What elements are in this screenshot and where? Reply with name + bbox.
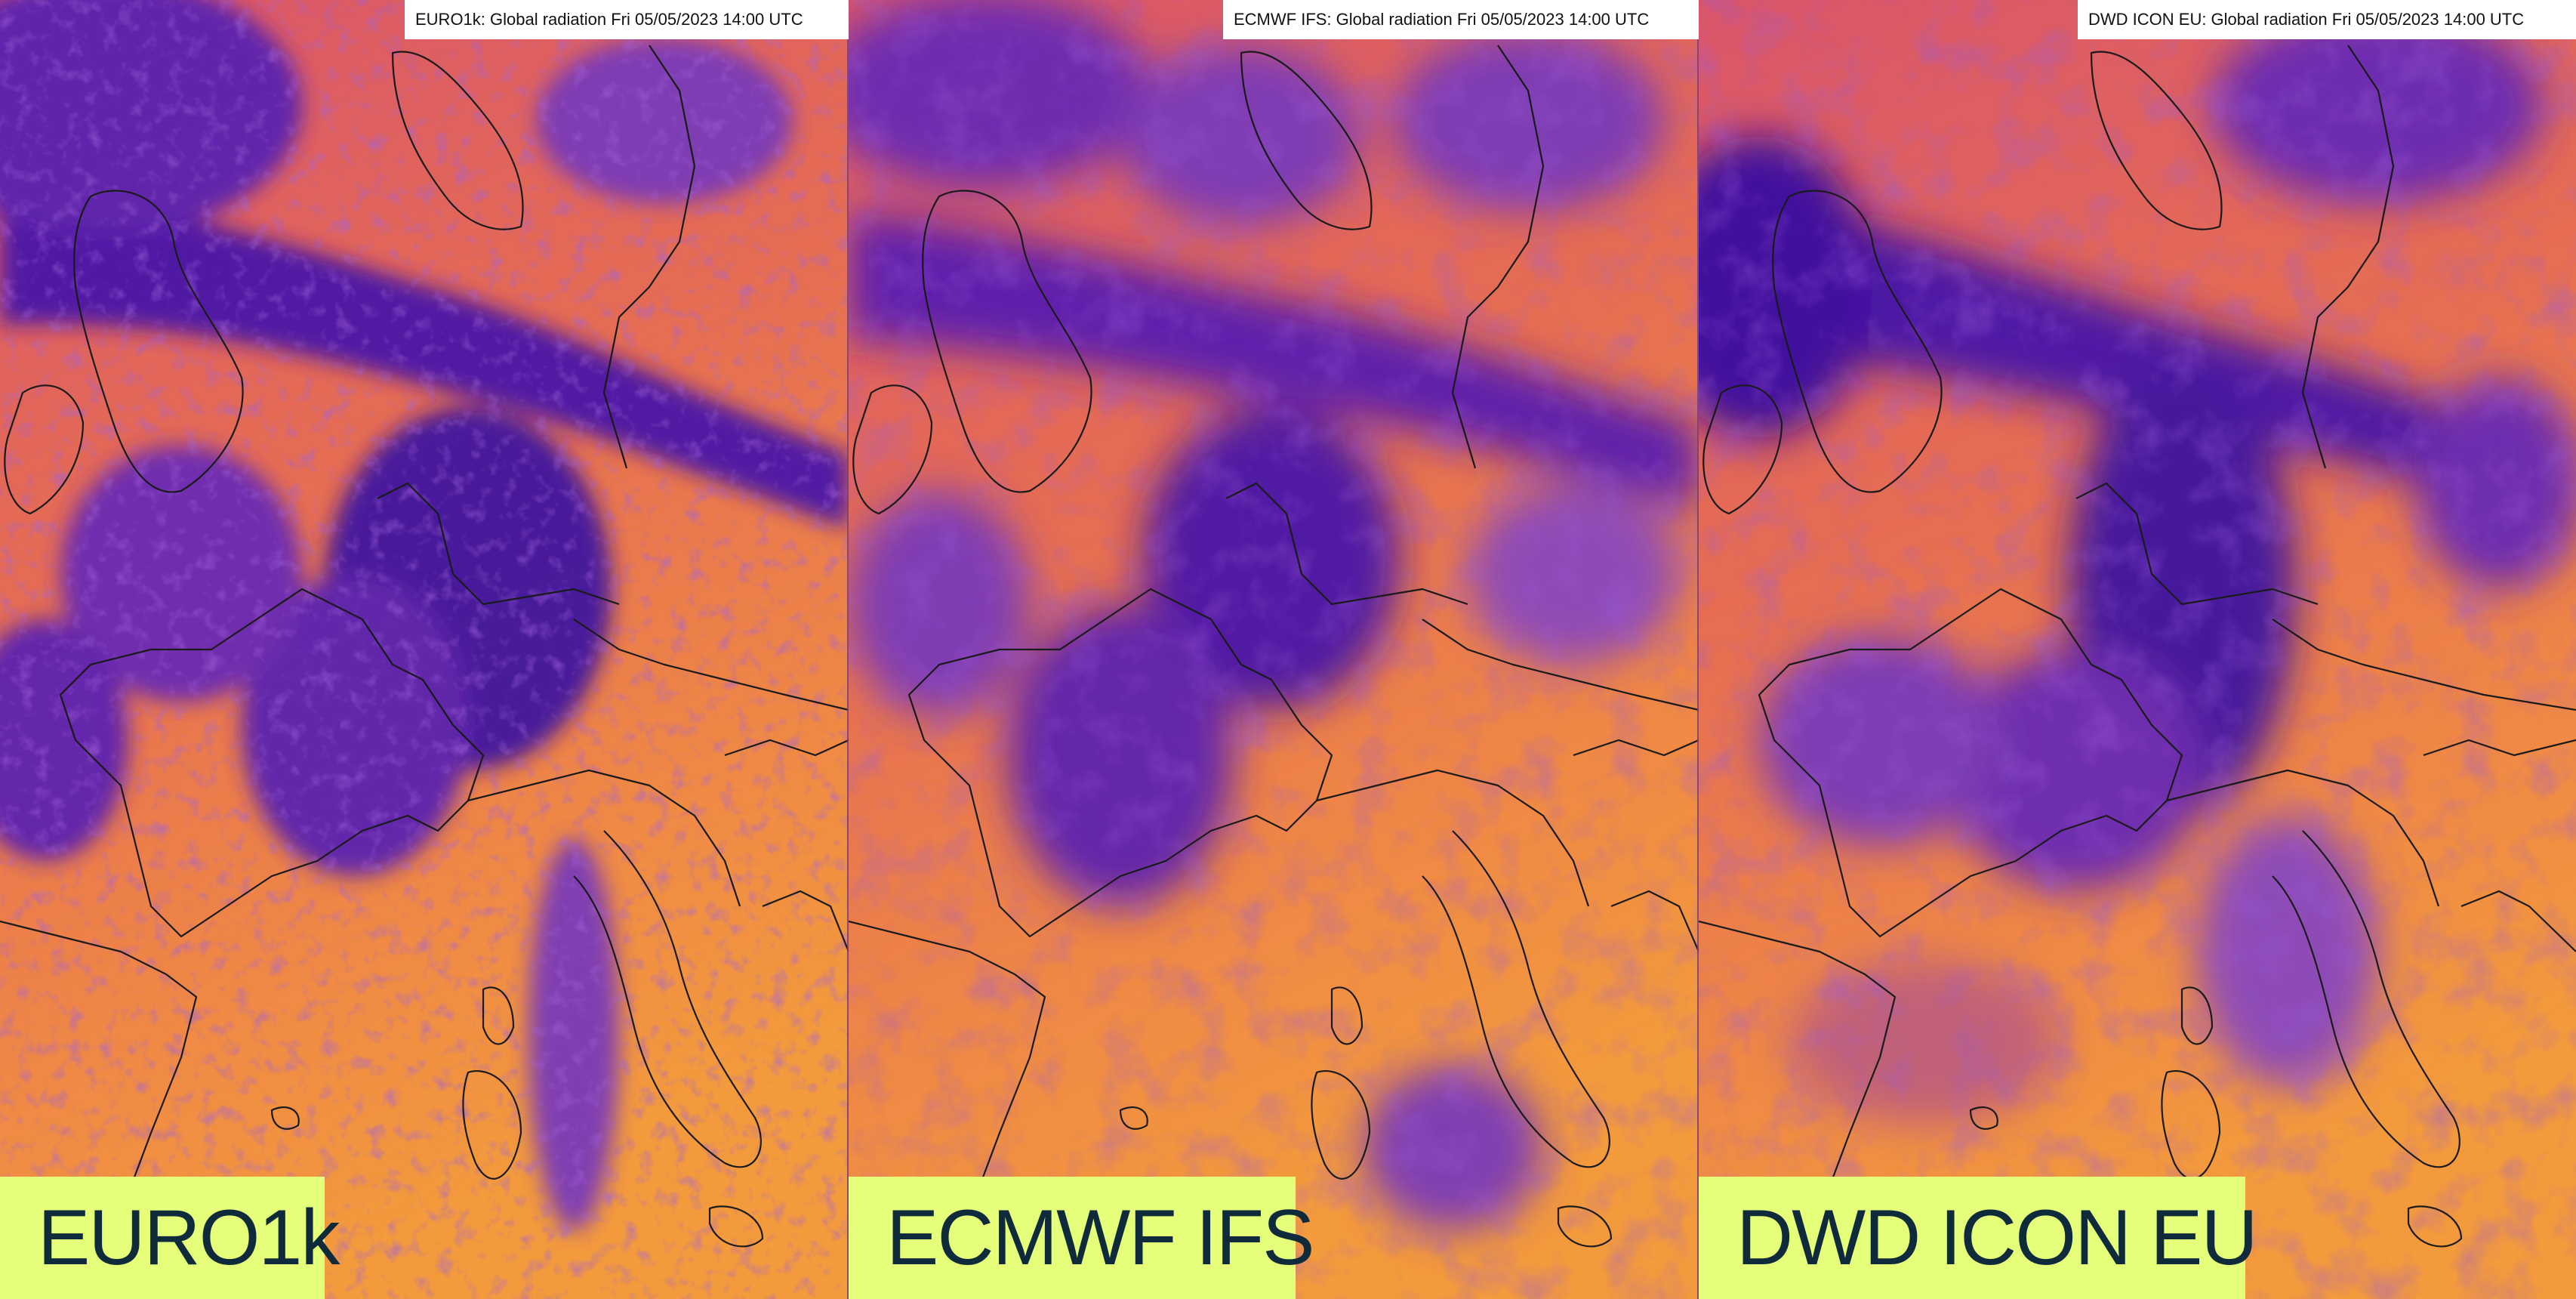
panel-divider bbox=[1697, 0, 1699, 1299]
map-panel-euro1k bbox=[0, 0, 849, 1299]
radiation-map bbox=[0, 0, 849, 1299]
map-title-ecmwf-ifs: ECMWF IFS: Global radiation Fri 05/05/20… bbox=[1223, 0, 1699, 39]
radiation-map bbox=[1699, 0, 2576, 1299]
map-title-euro1k: EURO1k: Global radiation Fri 05/05/2023 … bbox=[405, 0, 849, 39]
country-borders bbox=[0, 45, 849, 1299]
map-title-dwd-icon-eu: DWD ICON EU: Global radiation Fri 05/05/… bbox=[2078, 0, 2576, 39]
panel-divider bbox=[847, 0, 849, 1299]
model-label-ecmwf-ifs: ECMWF IFS bbox=[849, 1177, 1314, 1299]
model-label-dwd-icon-eu: DWD ICON EU bbox=[1699, 1177, 2258, 1299]
map-panel-ecmwf-ifs bbox=[849, 0, 1699, 1299]
radiation-map bbox=[849, 0, 1699, 1299]
model-label-euro1k: EURO1k bbox=[0, 1177, 340, 1299]
map-panel-dwd-icon-eu bbox=[1699, 0, 2576, 1299]
